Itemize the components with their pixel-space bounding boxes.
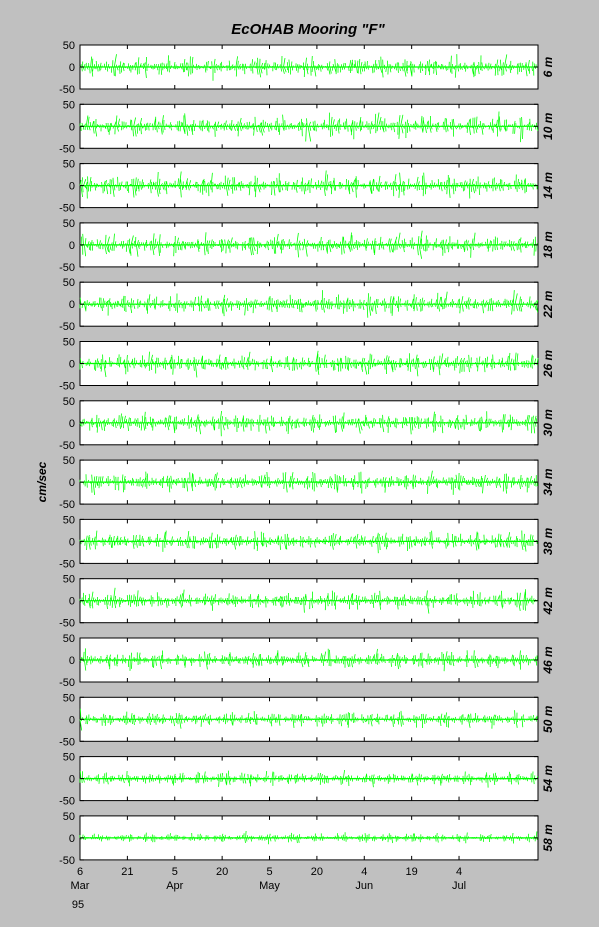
panel-38m: 50 0 -50 38 m [59, 514, 555, 570]
x-tick-day: 4 [361, 866, 367, 878]
y-tick-label: -50 [59, 499, 75, 511]
y-tick-label: 50 [63, 811, 75, 823]
y-tick-label: -50 [59, 143, 75, 155]
depth-label: 30 m [541, 409, 555, 437]
y-tick-label: 50 [63, 396, 75, 408]
depth-label: 46 m [541, 646, 555, 675]
x-tick-month: Apr [166, 880, 183, 892]
panel-22m: 50 0 -50 22 m [59, 277, 555, 333]
x-tick-month: Mar [71, 880, 90, 892]
panel-34m: 50 0 -50 34 m [59, 455, 555, 511]
y-tick-label: -50 [59, 855, 75, 867]
x-tick-day: 4 [456, 866, 462, 878]
x-tick-day: 19 [406, 866, 418, 878]
y-tick-label: 0 [69, 714, 75, 726]
y-tick-label: 50 [63, 277, 75, 289]
y-tick-label: -50 [59, 203, 75, 215]
panel-30m: 50 0 -50 30 m [59, 396, 555, 452]
y-tick-label: 0 [69, 121, 75, 133]
y-tick-label: -50 [59, 440, 75, 452]
y-tick-label: 0 [69, 477, 75, 489]
y-tick-label: 0 [69, 774, 75, 786]
depth-label: 6 m [541, 56, 555, 77]
y-tick-label: -50 [59, 736, 75, 748]
x-tick-day: 6 [77, 866, 83, 878]
panel-54m: 50 0 -50 54 m [59, 752, 555, 808]
y-tick-label: 0 [69, 62, 75, 74]
x-tick-day: 5 [172, 866, 178, 878]
depth-label: 58 m [541, 824, 555, 852]
y-tick-label: 0 [69, 181, 75, 193]
y-tick-label: 50 [63, 514, 75, 526]
panel-58m: 50 0 -50 58 m [59, 811, 555, 867]
panel-46m: 50 0 -50 46 m [59, 633, 555, 689]
x-tick-day: 21 [121, 866, 133, 878]
series-sticks [79, 648, 538, 672]
y-tick-label: 50 [63, 218, 75, 230]
x-axis: 6 Mar 95 21 5 Apr 20 5 May 20 4 Jun 19 4 Jul [71, 866, 467, 911]
y-tick-label: 50 [63, 99, 75, 111]
y-tick-label: -50 [59, 381, 75, 393]
y-tick-label: -50 [59, 321, 75, 333]
chart-title: EcOHAB Mooring "F" [231, 21, 385, 38]
x-tick-month: Jun [355, 880, 373, 892]
y-tick-label: -50 [59, 84, 75, 96]
panel-10m: 50 0 -50 10 m [59, 99, 555, 155]
y-tick-label: -50 [59, 558, 75, 570]
panel-50m: 50 0 -50 50 m [59, 692, 555, 748]
depth-label: 14 m [541, 172, 555, 200]
panel-42m: 50 0 -50 42 m [59, 574, 555, 630]
y-tick-label: 0 [69, 655, 75, 667]
y-tick-label: -50 [59, 262, 75, 274]
x-tick-year: 95 [72, 899, 84, 911]
y-axis-label: cm/sec [35, 461, 49, 502]
depth-label: 10 m [541, 112, 555, 140]
depth-label: 50 m [541, 705, 555, 733]
depth-label: 22 m [541, 290, 555, 319]
y-tick-label: 50 [63, 40, 75, 52]
panel-14m: 50 0 -50 14 m [59, 159, 555, 215]
y-tick-label: 0 [69, 833, 75, 845]
y-tick-label: 0 [69, 299, 75, 311]
y-tick-label: 0 [69, 240, 75, 252]
panel-6m: 50 0 -50 6 m [59, 40, 555, 96]
y-tick-label: -50 [59, 618, 75, 630]
x-tick-day: 5 [266, 866, 272, 878]
y-tick-label: 0 [69, 536, 75, 548]
y-tick-label: 50 [63, 574, 75, 586]
y-tick-label: 0 [69, 596, 75, 608]
y-tick-label: 50 [63, 633, 75, 645]
x-tick-day: 20 [216, 866, 228, 878]
y-tick-label: 50 [63, 692, 75, 704]
panel-26m: 50 0 -50 26 m [59, 337, 555, 393]
y-tick-label: -50 [59, 796, 75, 808]
y-tick-label: 0 [69, 359, 75, 371]
y-tick-label: -50 [59, 677, 75, 689]
depth-label: 42 m [541, 587, 555, 616]
y-tick-label: 50 [63, 752, 75, 764]
y-tick-label: 50 [63, 455, 75, 467]
depth-label: 38 m [541, 527, 555, 555]
depth-label: 26 m [541, 349, 555, 378]
depth-label: 34 m [541, 468, 555, 496]
y-tick-label: 50 [63, 159, 75, 171]
x-tick-day: 20 [311, 866, 323, 878]
x-tick-month: Jul [452, 880, 466, 892]
panel-18m: 50 0 -50 18 m [59, 218, 555, 274]
depth-label: 18 m [541, 231, 555, 259]
x-tick-month: May [259, 880, 280, 892]
y-tick-label: 0 [69, 418, 75, 430]
y-tick-label: 50 [63, 337, 75, 349]
depth-label: 54 m [541, 765, 555, 793]
